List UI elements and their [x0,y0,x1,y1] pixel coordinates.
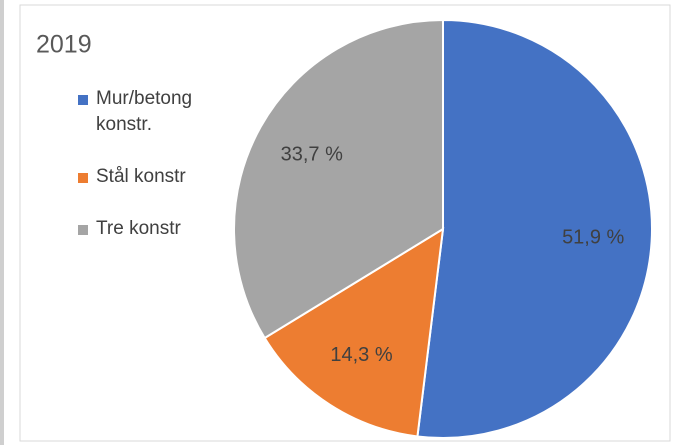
pie-slice [233,18,444,340]
legend-item: Tre konstr [78,216,246,242]
left-edge [0,0,4,445]
legend-item: Mur/betong konstr. [78,86,246,138]
legend-label: Mur/betong konstr. [96,88,193,135]
legend-swatch [78,225,88,235]
data-label: 33,7 % [281,144,343,166]
data-label: 51,9 % [562,227,624,249]
pie: 51,9 % 14,3 % 33,7 % [233,18,653,439]
data-label: 14,3 % [330,344,392,366]
pie-slice [416,18,653,439]
legend-swatch [78,173,88,183]
legend-item: Stål konstr [78,164,246,190]
legend-swatch [78,95,88,105]
chart-title: 2019 [36,31,92,59]
legend-label: Stål konstr [96,166,186,187]
legend: Mur/betong konstr. Stål konstr Tre konstr [78,86,248,268]
pie-slice [263,227,445,438]
legend-label: Tre konstr [96,218,181,239]
